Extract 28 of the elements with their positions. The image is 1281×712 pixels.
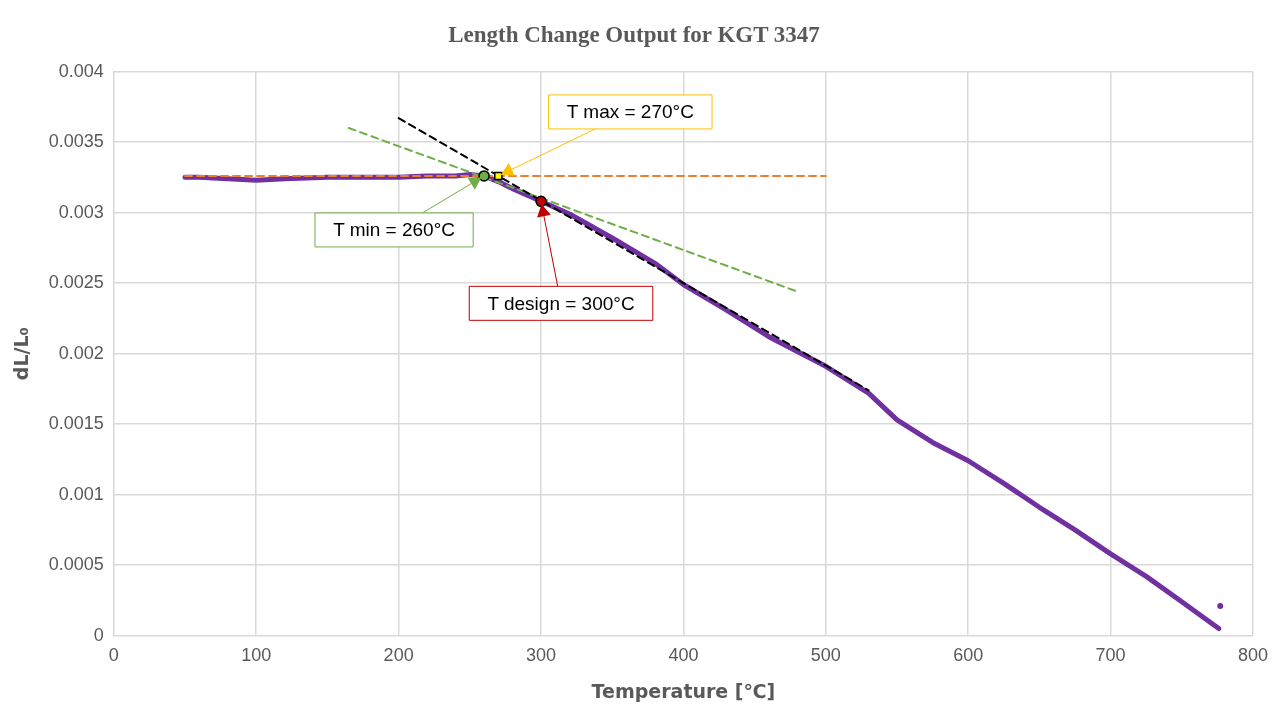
annotation: T max = 270°C	[566, 101, 694, 123]
y-axis-title: dL/L₀	[10, 327, 33, 381]
y-tick-label: 0.001	[58, 483, 104, 504]
x-tick-label: 800	[1237, 645, 1269, 666]
y-tick-label: 0	[93, 624, 104, 645]
x-tick-label: 600	[953, 645, 984, 666]
point	[535, 195, 547, 208]
y-tick-label: 0.0025	[48, 272, 104, 293]
x-tick-label: 300	[526, 645, 557, 666]
point	[1217, 602, 1224, 609]
y-tick-label: 0.004	[58, 60, 104, 81]
annotation: T design = 300°C	[487, 292, 635, 314]
point	[494, 171, 503, 181]
x-axis-title: Temperature [℃]	[591, 679, 776, 702]
x-tick-label: 100	[241, 645, 272, 666]
y-tick-label: 0.0035	[48, 131, 104, 152]
x-tick-label: 400	[668, 645, 699, 666]
y-tick-label: 0.0015	[48, 413, 104, 434]
chart-title: Length Change Output for KGT 3347	[448, 21, 820, 47]
point	[478, 170, 490, 182]
y-tick-label: 0.002	[58, 342, 104, 363]
x-tick-label: 200	[383, 645, 414, 666]
x-tick-label: 0	[108, 645, 119, 666]
annotation: T min = 260°C	[333, 219, 455, 241]
y-tick-label: 0.003	[58, 201, 104, 222]
y-tick-label: 0.0005	[48, 554, 104, 575]
x-tick-label: 700	[1095, 645, 1126, 666]
x-tick-label: 500	[810, 645, 841, 666]
